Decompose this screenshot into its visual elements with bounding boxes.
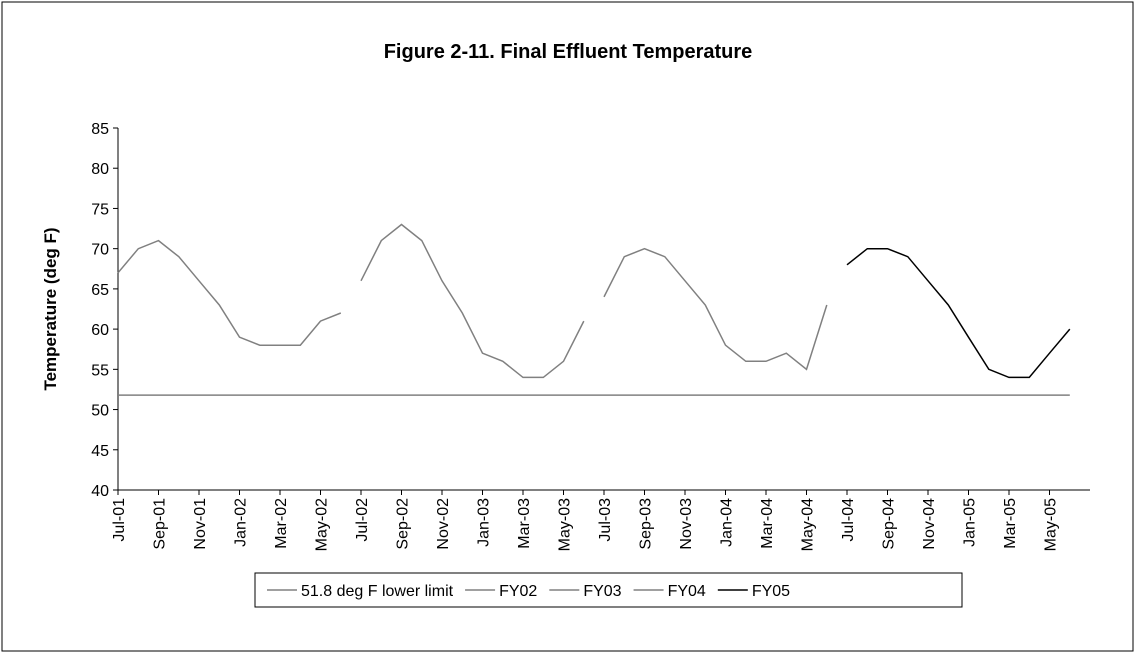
y-tick-label: 55	[91, 362, 109, 379]
series-line	[360, 223, 585, 379]
x-tick-label: Nov-02	[435, 498, 452, 550]
x-tick-label: Sep-02	[395, 498, 412, 550]
y-tick-label: 50	[91, 403, 109, 420]
y-tick-label: 80	[91, 161, 109, 178]
x-tick-label: May-05	[1043, 498, 1060, 551]
series-line	[117, 239, 342, 346]
x-tick-label: Jan-03	[476, 498, 493, 547]
series-line	[846, 247, 1071, 379]
x-tick-label: Nov-03	[678, 498, 695, 550]
y-axis-label: Temperature (deg F)	[41, 227, 60, 390]
x-tick-label: May-02	[314, 498, 331, 551]
y-tick-label: 70	[91, 242, 109, 259]
legend-label: FY05	[752, 583, 790, 600]
x-tick-label: Jul-02	[354, 498, 371, 542]
y-tick-label: 60	[91, 322, 109, 339]
x-tick-label: Mar-02	[273, 498, 290, 549]
x-tick-label: May-04	[800, 498, 817, 551]
y-tick-label: 45	[91, 443, 109, 460]
y-tick-label: 85	[91, 121, 109, 138]
legend-label: 51.8 deg F lower limit	[301, 583, 454, 600]
y-tick-label: 75	[91, 201, 109, 218]
x-tick-label: Jan-04	[719, 498, 736, 547]
legend-label: FY03	[583, 583, 621, 600]
x-tick-label: Sep-01	[152, 498, 169, 550]
series-line	[603, 247, 828, 371]
x-tick-label: Jul-01	[111, 498, 128, 542]
x-tick-label: Jan-02	[233, 498, 250, 547]
x-tick-label: Nov-01	[192, 498, 209, 550]
x-tick-label: Sep-03	[638, 498, 655, 550]
chart-title: Figure 2-11. Final Effluent Temperature	[384, 41, 753, 63]
x-tick-label: May-03	[557, 498, 574, 551]
x-tick-label: Sep-04	[881, 498, 898, 550]
x-tick-label: Mar-05	[1002, 498, 1019, 549]
y-tick-label: 65	[91, 282, 109, 299]
x-tick-label: Nov-04	[921, 498, 938, 550]
x-tick-label: Mar-03	[516, 498, 533, 549]
y-tick-label: 40	[91, 483, 109, 500]
x-tick-label: Mar-04	[759, 498, 776, 549]
x-tick-label: Jan-05	[962, 498, 979, 547]
legend-box	[254, 572, 963, 608]
legend-label: FY04	[668, 583, 706, 600]
x-tick-label: Jul-03	[597, 498, 614, 542]
x-tick-label: Jul-04	[840, 498, 857, 542]
legend-label: FY02	[499, 583, 537, 600]
